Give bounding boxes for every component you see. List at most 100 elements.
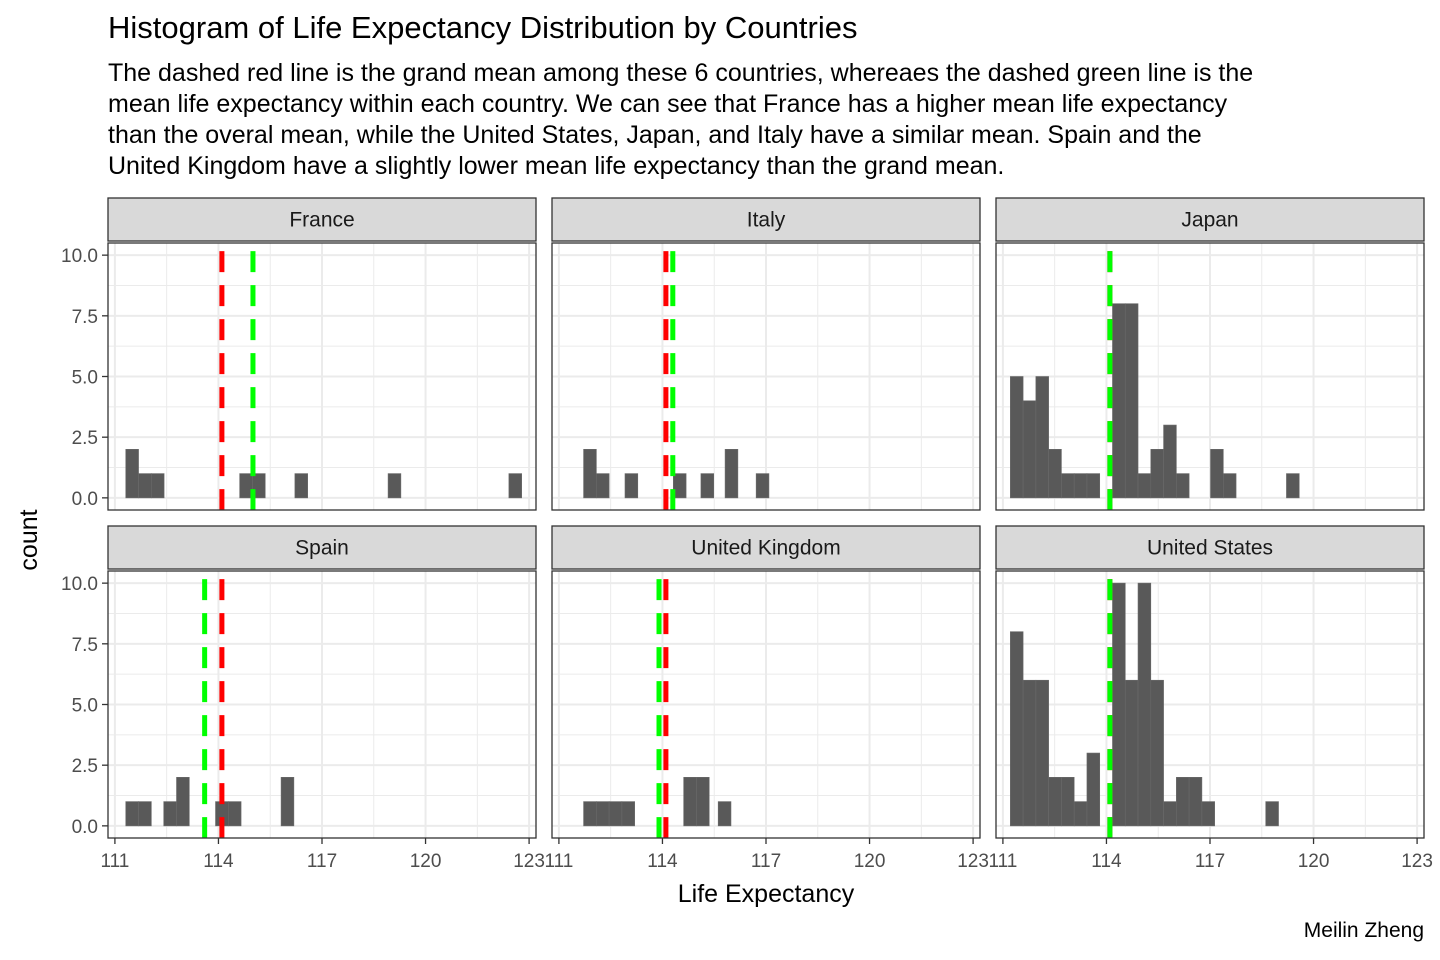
histogram-bar [1150,679,1164,827]
histogram-bar [1035,376,1049,499]
histogram-bar [596,473,610,499]
y-tick-label: 0.0 [72,817,98,838]
histogram-bar [1137,473,1152,499]
facet-strip-label: France [289,209,354,232]
histogram-bar [1086,752,1101,827]
y-tick-label: 7.5 [72,307,98,328]
histogram-bar [1176,473,1190,499]
histogram-bar [1073,473,1088,499]
facet-strip-united-kingdom [551,525,981,570]
histogram-bar [1048,777,1062,827]
x-tick-label: 111 [544,851,573,872]
y-tick-label: 10.0 [61,574,98,595]
histogram-bar [508,473,522,499]
histogram-bar [1086,473,1101,499]
histogram-bar [151,473,165,499]
histogram-bar [294,473,308,499]
histogram-bar [176,777,190,827]
histogram-bar [596,801,610,827]
facet-france: France 0.0 2.5 5.0 7.5 10.0 [61,197,537,512]
histogram-bar [700,473,715,499]
facet-strip-japan [995,197,1425,242]
chart-caption: Meilin Zheng [1303,919,1424,942]
histogram-bar [683,777,697,827]
histogram-bar [387,473,402,499]
histogram-bar [1163,801,1177,827]
histogram-bar [724,449,739,499]
histogram-bar [1150,449,1164,499]
facet-strip-label: United States [1147,537,1273,560]
histogram-bar [138,473,152,499]
histogram-bar [1022,400,1037,499]
histogram-bar [696,777,710,827]
histogram-bar [227,801,242,827]
histogram-bar [1112,582,1126,827]
histogram-bar [608,801,623,827]
histogram-bar [755,473,770,499]
y-tick-label: 10.0 [61,246,98,267]
histogram-bar [125,801,139,827]
y-axis-title: count [15,509,43,570]
histogram-bar [1061,777,1075,827]
histogram-bar [1035,679,1049,827]
x-tick-label: 114 [203,851,234,872]
histogram-bar [1188,777,1203,827]
histogram-bar [1124,303,1139,499]
facet-strip-label: Spain [295,537,349,560]
histogram-bar [583,449,597,499]
x-tick-label: 117 [751,851,781,872]
x-tick-label: 120 [854,851,886,872]
histogram-bar [1265,801,1279,827]
chart-title: Histogram of Life Expectancy Distributio… [108,10,858,45]
facet-strip-label: Italy [747,209,786,232]
x-tick-label: 120 [1298,851,1330,872]
y-tick-label: 2.5 [72,756,98,777]
x-tick-label: 120 [410,851,442,872]
facet-strip-label: Japan [1181,209,1238,232]
histogram-bar [1124,679,1139,827]
facet-united-states: United States 111 114 117 120 123 [988,525,1433,872]
x-tick-label: 123 [1401,851,1433,872]
facet-japan: Japan [995,197,1425,512]
x-tick-label: 114 [647,851,678,872]
histogram-bar [163,801,177,827]
histogram-bar [252,473,266,499]
histogram-bar [1137,582,1152,827]
histogram-bar [1022,679,1037,827]
facet-strip-france [107,197,537,242]
histogram-bar [1286,473,1300,499]
histogram-bar [621,801,635,827]
chart-subtitle: The dashed red line is the grand mean am… [108,59,1254,180]
histogram-bar [673,473,687,499]
histogram-bar [624,473,639,499]
facet-italy: Italy [551,197,981,512]
histogram-bar [717,801,732,827]
x-axis-title: Life Expectancy [678,880,855,908]
histogram-bar [1061,473,1075,499]
histogram-bar [125,449,139,499]
x-tick-label: 114 [1091,851,1122,872]
panel-border [551,242,981,511]
histogram-bar [583,801,597,827]
facet-strip-italy [551,197,981,242]
histogram-bar [138,801,152,827]
x-tick-label: 123 [513,851,545,872]
histogram-bar [1201,801,1215,827]
histogram-bar [1010,376,1024,499]
panel-border [995,242,1425,511]
facet-strip-united-states [995,525,1425,570]
facet-strip-label: United Kingdom [691,537,840,560]
y-tick-label: 0.0 [72,489,98,510]
y-tick-label: 5.0 [72,696,98,717]
x-tick-label: 111 [100,851,129,872]
y-tick-label: 2.5 [72,428,98,449]
histogram-bar [280,777,295,827]
histogram-bar [1176,777,1190,827]
facet-strip-spain [107,525,537,570]
histogram-bar [1222,473,1237,499]
histogram-bar [1048,449,1062,499]
histogram-bar [1210,449,1224,499]
facet-united-kingdom: United Kingdom 111 114 117 120 123 [544,525,989,872]
facet-spain: Spain 0.0 2.5 5.0 7.5 10.0 111 114 117 120 123 [61,525,545,872]
